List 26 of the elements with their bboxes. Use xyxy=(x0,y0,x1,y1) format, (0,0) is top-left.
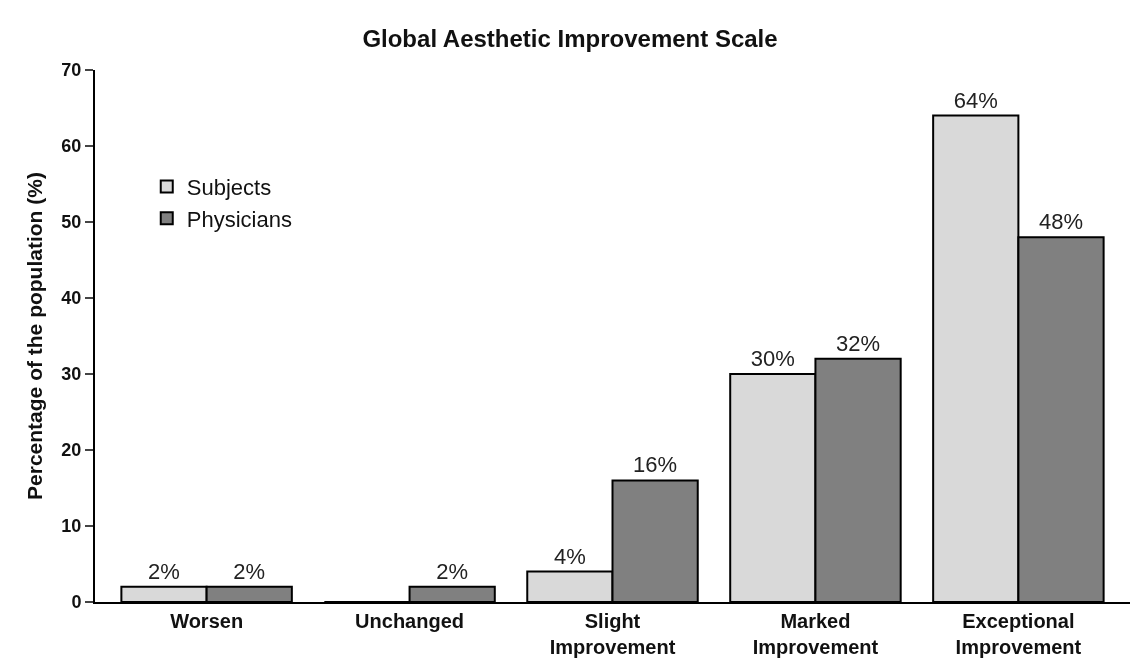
x-tick-label: Marked Improvement xyxy=(752,610,879,658)
legend-label: Subjects xyxy=(186,175,272,201)
data-label: 48% xyxy=(1038,209,1084,235)
data-label: 16% xyxy=(633,452,678,478)
y-tick-label: 30 xyxy=(61,364,82,385)
y-axis-title: Percentage of the population (%) xyxy=(23,172,46,500)
y-tick-label: 10 xyxy=(61,516,82,537)
y-tick-label: 50 xyxy=(61,212,82,233)
data-label: 2% xyxy=(148,558,180,584)
y-tick-label: 20 xyxy=(61,440,82,461)
x-tick-label: Unchanged xyxy=(355,610,465,632)
data-label: 2% xyxy=(233,558,266,584)
x-tick-label: Exceptional Improvement xyxy=(955,610,1082,658)
y-tick-label: 0 xyxy=(71,592,82,613)
data-label: 2% xyxy=(436,558,469,584)
data-label: 30% xyxy=(750,346,795,371)
x-tick-label: Worsen xyxy=(170,610,244,632)
data-label: 64% xyxy=(953,87,998,113)
y-tick-label: 70 xyxy=(61,60,82,81)
y-tick-label: 40 xyxy=(61,288,82,309)
data-label: 32% xyxy=(836,330,881,356)
legend-label: Physicians xyxy=(186,206,292,232)
y-tick-label: 60 xyxy=(61,136,82,157)
x-tick-label: Slight Improvement xyxy=(549,610,676,658)
data-label: 4% xyxy=(553,543,586,569)
chart-title: Global Aesthetic Improvement Scale xyxy=(362,25,778,53)
